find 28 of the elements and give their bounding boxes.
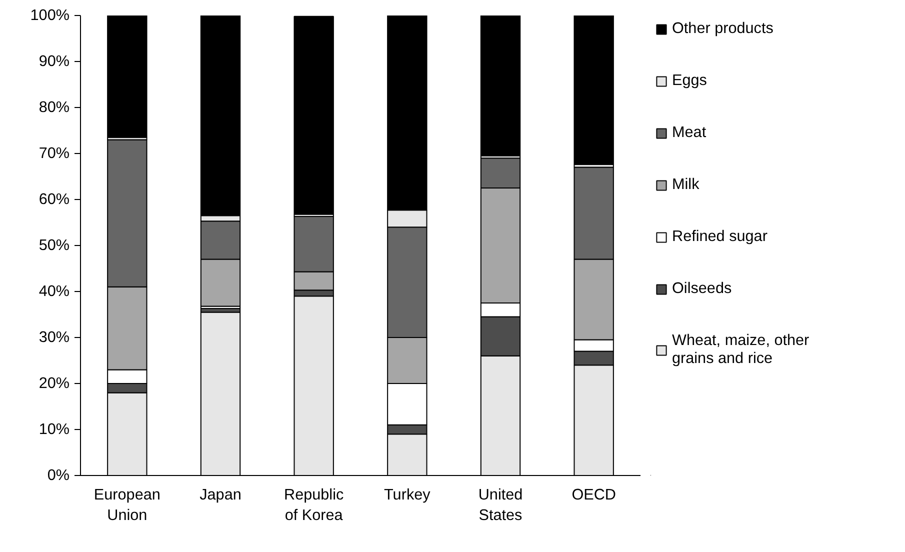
y-tick-label: 70% — [38, 145, 70, 162]
x-tick-label: OECD — [572, 486, 616, 504]
y-tick-label: 30% — [38, 329, 70, 346]
bar — [480, 16, 521, 156]
y-tick-label: 0% — [47, 467, 70, 484]
legend-label: Milk — [672, 176, 700, 194]
legend-label: Oilseeds — [672, 280, 732, 298]
bar — [107, 16, 148, 138]
legend-label: Meat — [672, 124, 706, 142]
y-tick-label: 40% — [38, 283, 70, 300]
y-tick-label: 60% — [38, 191, 70, 208]
y-tick-label: 100% — [30, 7, 70, 24]
x-tick-label: Japan — [200, 486, 242, 504]
x-tick-label: European Union — [94, 486, 160, 524]
y-tick-label: 90% — [38, 53, 70, 70]
bar — [294, 16, 334, 215]
legend-label: Other products — [672, 20, 774, 38]
x-tick-label: Turkey — [384, 486, 431, 504]
legend-label: Refined sugar — [672, 228, 768, 246]
y-tick-label: 50% — [38, 237, 70, 254]
x-tick-label: United States — [478, 486, 523, 524]
x-tick-label: Republic of Korea — [284, 486, 344, 524]
legend-label: Wheat, maize, other grains and rice — [672, 332, 810, 368]
legend-label: Eggs — [672, 72, 707, 90]
y-tick-label: 10% — [38, 421, 70, 438]
bar — [574, 16, 614, 166]
y-tick-label: 20% — [38, 375, 70, 392]
y-tick-label: 80% — [38, 99, 70, 116]
